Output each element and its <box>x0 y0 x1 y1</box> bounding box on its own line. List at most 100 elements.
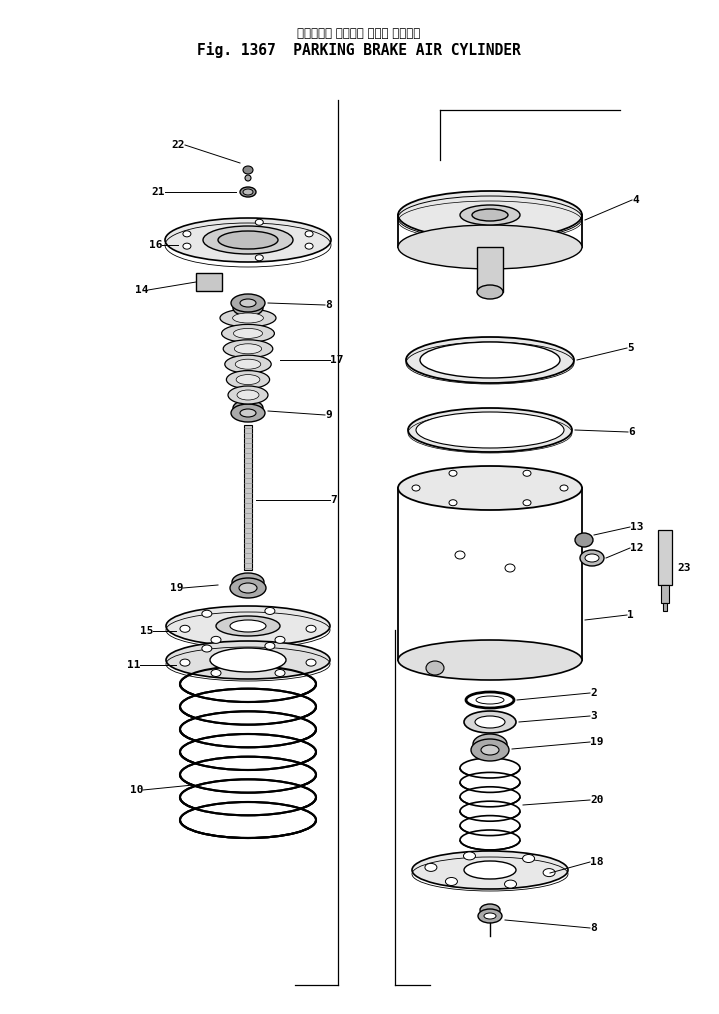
Ellipse shape <box>426 661 444 675</box>
Ellipse shape <box>306 659 316 666</box>
Ellipse shape <box>523 470 531 477</box>
Ellipse shape <box>216 615 280 636</box>
Ellipse shape <box>180 802 316 838</box>
Ellipse shape <box>255 255 263 261</box>
Ellipse shape <box>472 209 508 221</box>
Ellipse shape <box>412 851 568 889</box>
Ellipse shape <box>233 400 263 416</box>
Text: Fig. 1367  PARKING BRAKE AIR CYLINDER: Fig. 1367 PARKING BRAKE AIR CYLINDER <box>197 42 521 58</box>
Ellipse shape <box>475 716 505 728</box>
Ellipse shape <box>398 225 582 269</box>
Ellipse shape <box>218 231 278 249</box>
Ellipse shape <box>231 404 265 422</box>
Text: 17: 17 <box>330 355 344 365</box>
Ellipse shape <box>471 739 509 760</box>
Ellipse shape <box>183 231 191 237</box>
Text: 8: 8 <box>325 300 331 310</box>
Text: 23: 23 <box>677 563 690 573</box>
Ellipse shape <box>234 344 262 354</box>
Ellipse shape <box>464 711 516 733</box>
Ellipse shape <box>420 342 560 378</box>
Ellipse shape <box>202 645 212 652</box>
Ellipse shape <box>275 637 285 643</box>
Ellipse shape <box>464 852 475 860</box>
Text: 12: 12 <box>630 544 644 553</box>
Ellipse shape <box>476 696 504 704</box>
Ellipse shape <box>416 412 564 448</box>
Text: 22: 22 <box>172 140 185 150</box>
Ellipse shape <box>505 564 515 572</box>
Ellipse shape <box>460 815 520 836</box>
Ellipse shape <box>180 712 316 747</box>
Ellipse shape <box>478 909 502 923</box>
Ellipse shape <box>233 300 263 316</box>
Ellipse shape <box>481 745 499 755</box>
Bar <box>244 425 252 570</box>
Text: 4: 4 <box>632 195 638 205</box>
Ellipse shape <box>243 189 253 195</box>
Ellipse shape <box>235 359 261 369</box>
Ellipse shape <box>398 466 582 510</box>
Ellipse shape <box>473 734 507 754</box>
Text: 8: 8 <box>590 923 597 933</box>
Ellipse shape <box>236 374 260 384</box>
Ellipse shape <box>460 830 520 850</box>
Ellipse shape <box>575 533 593 547</box>
Ellipse shape <box>543 869 555 877</box>
Text: 14: 14 <box>134 285 148 295</box>
Ellipse shape <box>305 231 313 237</box>
Ellipse shape <box>220 309 276 327</box>
Text: 21: 21 <box>152 187 165 197</box>
Ellipse shape <box>449 470 457 477</box>
Bar <box>658 530 672 585</box>
Bar <box>663 603 667 611</box>
Text: 13: 13 <box>630 522 644 532</box>
Ellipse shape <box>240 299 256 307</box>
Ellipse shape <box>180 780 316 815</box>
Ellipse shape <box>233 313 263 323</box>
Bar <box>477 247 503 292</box>
Ellipse shape <box>455 551 465 559</box>
Ellipse shape <box>203 226 293 254</box>
Text: 1: 1 <box>627 610 633 620</box>
Text: 19: 19 <box>170 583 183 593</box>
Ellipse shape <box>234 329 262 339</box>
Ellipse shape <box>306 626 316 633</box>
Ellipse shape <box>231 294 265 312</box>
Text: 15: 15 <box>139 626 153 636</box>
Bar <box>196 273 222 291</box>
Ellipse shape <box>398 640 582 680</box>
Ellipse shape <box>408 408 572 452</box>
Ellipse shape <box>406 337 574 383</box>
Ellipse shape <box>180 659 190 666</box>
Text: 16: 16 <box>149 240 162 250</box>
Ellipse shape <box>505 880 516 888</box>
Ellipse shape <box>484 913 496 919</box>
Text: 5: 5 <box>627 343 633 353</box>
Ellipse shape <box>305 243 313 249</box>
Ellipse shape <box>585 554 599 562</box>
Ellipse shape <box>228 386 268 404</box>
Ellipse shape <box>245 175 251 182</box>
Ellipse shape <box>560 485 568 491</box>
Ellipse shape <box>580 550 604 566</box>
Ellipse shape <box>412 485 420 491</box>
Ellipse shape <box>523 500 531 506</box>
Ellipse shape <box>166 641 330 679</box>
Ellipse shape <box>180 734 316 770</box>
Ellipse shape <box>523 855 534 863</box>
Ellipse shape <box>232 573 264 591</box>
Ellipse shape <box>446 877 457 885</box>
Ellipse shape <box>275 669 285 676</box>
Ellipse shape <box>240 187 256 197</box>
Text: 11: 11 <box>127 660 140 670</box>
Ellipse shape <box>460 758 520 778</box>
Text: 9: 9 <box>325 410 331 420</box>
Text: 6: 6 <box>628 427 635 437</box>
Ellipse shape <box>202 610 212 618</box>
Ellipse shape <box>464 861 516 879</box>
Text: 7: 7 <box>330 495 336 505</box>
Ellipse shape <box>460 773 520 792</box>
Bar <box>661 585 669 603</box>
Ellipse shape <box>265 607 275 614</box>
